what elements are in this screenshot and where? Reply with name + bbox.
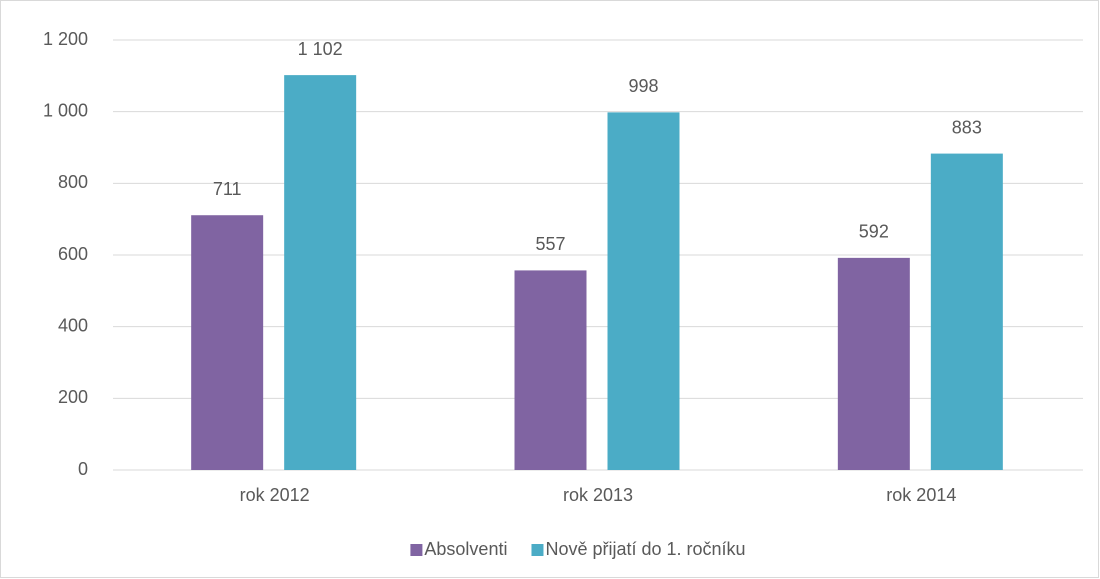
data-label: 998 (628, 76, 658, 96)
data-label: 883 (952, 117, 982, 137)
y-tick-label: 1 200 (43, 29, 88, 49)
legend-swatch (531, 544, 544, 556)
legend-label: Nově přijatí do 1. ročníku (545, 539, 745, 559)
y-tick-label: 400 (58, 315, 88, 335)
y-tick-label: 0 (78, 459, 88, 479)
data-label: 592 (859, 222, 889, 242)
bar (607, 112, 680, 470)
legend-label: Absolventi (424, 539, 507, 559)
bar (837, 257, 910, 470)
x-tick-label: rok 2014 (886, 485, 956, 505)
bar (930, 153, 1003, 470)
legend-swatch (410, 544, 423, 556)
y-tick-label: 600 (58, 244, 88, 264)
x-tick-label: rok 2013 (563, 485, 633, 505)
y-tick-label: 200 (58, 387, 88, 407)
data-label: 711 (213, 179, 242, 199)
data-label: 557 (535, 234, 565, 254)
x-tick-label: rok 2012 (240, 485, 310, 505)
bar (284, 75, 357, 470)
y-tick-label: 800 (58, 172, 88, 192)
bar (514, 270, 587, 470)
data-label: 1 102 (298, 39, 343, 59)
bar (191, 215, 264, 470)
y-tick-label: 1 000 (43, 100, 88, 120)
